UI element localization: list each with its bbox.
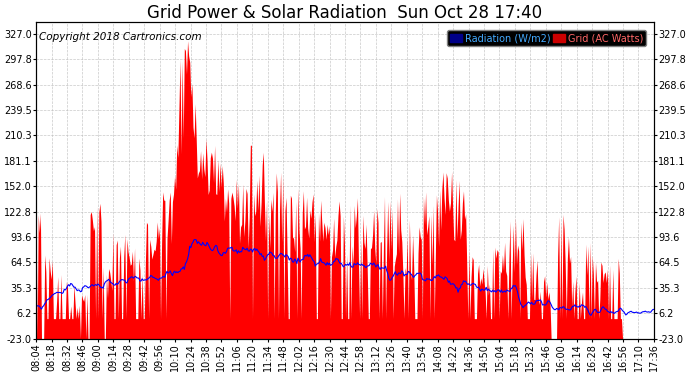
Title: Grid Power & Solar Radiation  Sun Oct 28 17:40: Grid Power & Solar Radiation Sun Oct 28 … [148,4,542,22]
Legend: Radiation (W/m2), Grid (AC Watts): Radiation (W/m2), Grid (AC Watts) [447,30,646,46]
Text: Copyright 2018 Cartronics.com: Copyright 2018 Cartronics.com [39,32,201,42]
